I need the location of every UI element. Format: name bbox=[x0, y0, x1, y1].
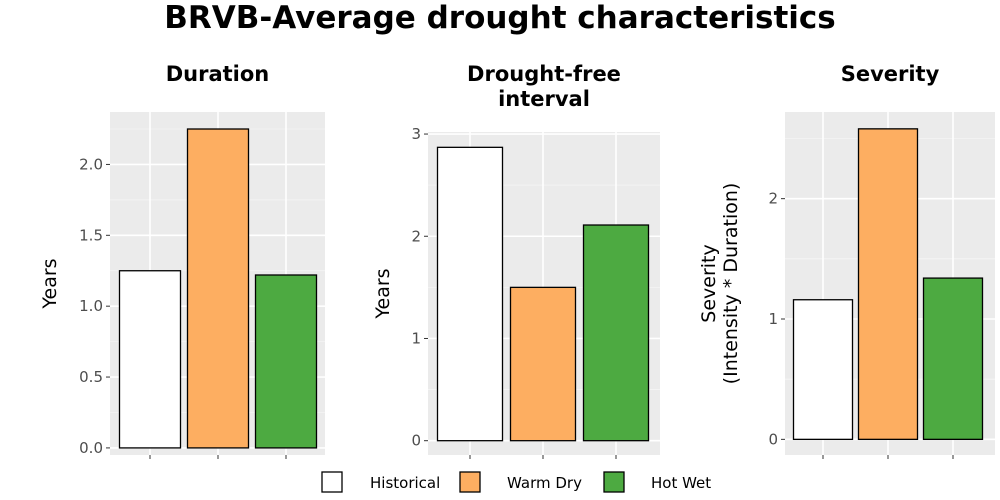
y-tick-label: 1 bbox=[411, 329, 421, 347]
chart-title: BRVB-Average drought characteristics bbox=[164, 0, 836, 36]
y-tick-label: 3 bbox=[411, 125, 421, 143]
y-tick-label: 1.0 bbox=[79, 297, 103, 315]
bar-historical bbox=[792, 299, 854, 441]
legend-label: Hot Wet bbox=[651, 474, 711, 492]
panel-title: Duration bbox=[166, 62, 270, 86]
legend-item-historical: Historical bbox=[321, 471, 440, 493]
panel-title: Severity bbox=[841, 62, 940, 86]
y-tick-label: 2 bbox=[411, 227, 421, 245]
chart-panel-1: 0.0 0.5 1.0 1.5 2.0 Duration Years bbox=[39, 62, 325, 459]
legend-item-hot-wet: Hot Wet bbox=[603, 471, 711, 493]
panels-group: 0.0 0.5 1.0 1.5 2.0 Duration Years 0 1 2 3 Drought-… bbox=[39, 62, 995, 459]
y-axis-label: Severity(Intensity * Duration) bbox=[698, 183, 742, 385]
bar-warm-dry bbox=[186, 128, 250, 449]
bar-hot-wet bbox=[922, 277, 984, 441]
y-tick-label: 2 bbox=[768, 190, 778, 208]
legend-swatch bbox=[459, 471, 481, 493]
y-tick-label: 0 bbox=[768, 430, 778, 448]
chart-panel-2: 0 1 2 3 Drought-free interval Years bbox=[372, 62, 660, 459]
bar-historical bbox=[118, 270, 182, 449]
legend-swatch bbox=[603, 471, 625, 493]
bar-warm-dry bbox=[857, 128, 919, 441]
y-axis-label: Years bbox=[39, 258, 61, 309]
y-tick-label: 2.0 bbox=[79, 155, 103, 173]
chart-panel-3: 0 1 2 Severity Severity(Intensity * Duration… bbox=[698, 62, 995, 459]
y-tick-label: 0.5 bbox=[79, 368, 103, 386]
y-tick-label: 1 bbox=[768, 310, 778, 328]
y-tick-label: 1.5 bbox=[79, 226, 103, 244]
legend-label: Warm Dry bbox=[507, 474, 582, 492]
bar-warm-dry bbox=[509, 286, 577, 442]
y-tick-label: 0 bbox=[411, 432, 421, 450]
y-axis-label: Years bbox=[372, 268, 394, 319]
legend-label: Historical bbox=[370, 474, 440, 492]
bar-historical bbox=[436, 146, 504, 442]
panel-title: Drought-free interval bbox=[467, 62, 621, 111]
bar-hot-wet bbox=[582, 224, 650, 442]
legend-item-warm-dry: Warm Dry bbox=[459, 471, 582, 493]
bar-hot-wet bbox=[254, 274, 318, 449]
legend: Historical Warm Dry Hot Wet bbox=[321, 471, 711, 493]
y-tick-label: 0.0 bbox=[79, 439, 103, 457]
legend-swatch bbox=[321, 471, 343, 493]
